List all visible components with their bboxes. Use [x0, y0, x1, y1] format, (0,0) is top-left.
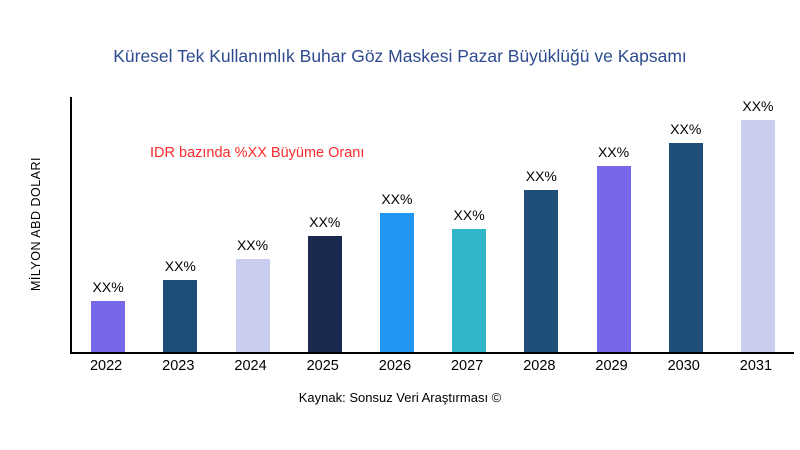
- bar-2028: [524, 190, 559, 352]
- bar-2029: [596, 166, 631, 352]
- bar-slot: XX%: [144, 258, 216, 352]
- bar-value-label: XX%: [453, 207, 485, 223]
- x-axis-labels: 2022 2023 2024 2025 2026 2027 2028 2029 2030 2031: [70, 358, 792, 374]
- x-axis-label: 2031: [739, 358, 773, 374]
- growth-annotation: IDR bazında %XX Büyüme Oranı: [150, 145, 365, 161]
- bar-slot: XX%: [72, 279, 144, 352]
- bar-value-label: XX%: [597, 144, 630, 160]
- bar-value-label: XX%: [92, 279, 124, 295]
- bar-2025: [307, 236, 342, 352]
- source-caption: Kaynak: Sonsuz Veri Araştırması ©: [298, 390, 502, 405]
- bar-2027: [452, 229, 487, 352]
- bar-slot: XX%: [433, 207, 505, 352]
- bar-2023: [163, 280, 198, 352]
- bar-value-label: XX%: [309, 214, 341, 230]
- x-axis-label: 2024: [234, 358, 267, 374]
- x-axis-label: 2027: [450, 358, 484, 374]
- bar-2024: [235, 259, 270, 352]
- bar-value-label: XX%: [742, 98, 774, 114]
- x-axis-label: 2023: [162, 358, 195, 374]
- x-axis-label: 2025: [306, 358, 339, 374]
- x-axis-label: 2026: [378, 358, 412, 374]
- chart-title: Küresel Tek Kullanımlık Buhar Göz Maskes…: [113, 46, 687, 66]
- bar-value-label: XX%: [164, 258, 196, 274]
- x-axis-label: 2022: [89, 358, 123, 374]
- bar-slot: XX%: [505, 168, 577, 352]
- bar-slot: XX%: [577, 144, 649, 352]
- bar-2022: [91, 301, 126, 352]
- y-axis-label: MİLYON ABD DOLARI: [29, 157, 43, 291]
- x-axis-label: 2028: [523, 358, 556, 374]
- bar-2031: [740, 120, 775, 352]
- bar-slot: XX%: [289, 214, 361, 352]
- bar-slot: XX%: [650, 121, 722, 352]
- bar-value-label: XX%: [525, 168, 557, 184]
- bar-slot: XX%: [361, 191, 433, 352]
- x-axis-label: 2029: [595, 358, 628, 374]
- bar-value-label: XX%: [670, 121, 702, 137]
- plot-area: IDR bazında %XX Büyüme Oranı XX% XX% XX% XX…: [70, 97, 794, 354]
- bar-slot: XX%: [216, 237, 288, 352]
- bar-value-label: XX%: [236, 237, 269, 253]
- bars-container: XX% XX% XX% XX% XX% XX% XX% XX% XX% XX%: [72, 97, 794, 352]
- bar-2030: [668, 143, 703, 352]
- bar-2026: [379, 213, 414, 352]
- bar-value-label: XX%: [381, 191, 413, 207]
- bar-slot: XX%: [722, 98, 794, 352]
- x-axis-label: 2030: [667, 358, 700, 374]
